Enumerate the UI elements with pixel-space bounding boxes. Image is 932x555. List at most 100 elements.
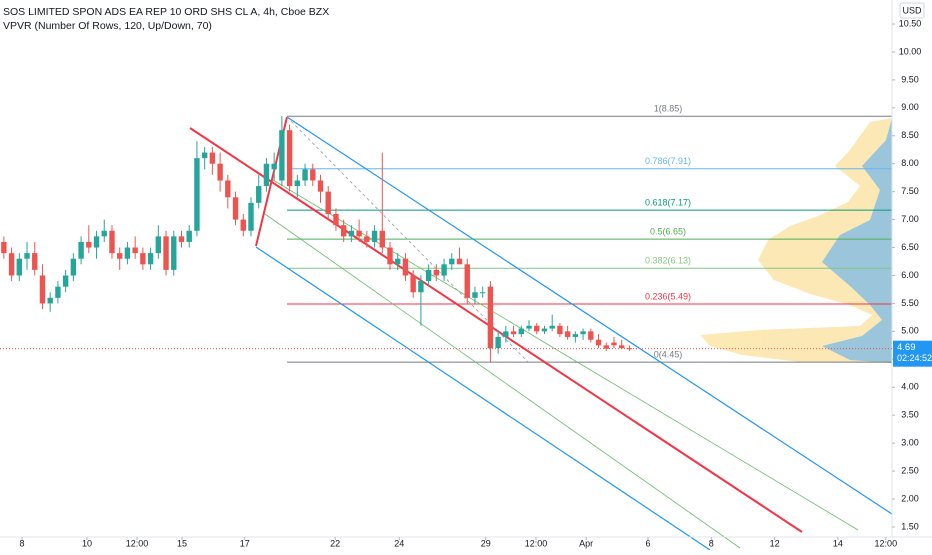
- x-tick-label: 6: [645, 538, 650, 548]
- candle-body: [340, 225, 347, 237]
- y-tick-label: 2.50: [901, 465, 919, 475]
- candles: [1, 116, 633, 363]
- candle-body: [456, 258, 463, 265]
- candle-body: [117, 253, 123, 259]
- y-tick-label: 7.00: [901, 214, 919, 224]
- y-tick-label: 4.00: [901, 382, 919, 392]
- x-tick-label: 12:00: [525, 538, 548, 548]
- pitchfork-upper: [286, 116, 893, 515]
- candle-body: [541, 328, 548, 332]
- y-tick-label: 10.00: [899, 46, 922, 56]
- fib-label: 0.5(6.65): [650, 227, 686, 237]
- y-tick-label: 10.50: [899, 18, 922, 28]
- candle-body: [263, 163, 270, 187]
- candle-body: [503, 331, 509, 337]
- y-tick-label: 1.50: [901, 521, 919, 531]
- y-tick-label: 8.00: [901, 158, 919, 168]
- candle-body: [379, 230, 385, 248]
- candle-body: [356, 230, 362, 237]
- countdown-label: 02:24:52: [897, 353, 932, 363]
- x-tick-label: 22: [330, 538, 340, 548]
- candle-body: [47, 297, 53, 304]
- candle-body: [425, 269, 432, 282]
- fib-label: 0.618(7.17): [645, 197, 691, 207]
- candle-body: [464, 264, 470, 298]
- candle-body: [78, 241, 84, 259]
- candle-body: [526, 325, 532, 329]
- candle-body: [248, 202, 254, 231]
- candle-body: [387, 247, 393, 265]
- candle-body: [132, 247, 138, 254]
- candle-body: [371, 230, 378, 242]
- candle-body: [572, 334, 579, 337]
- volume-profile-up: [700, 118, 892, 363]
- candle-body: [317, 180, 324, 192]
- candle-body: [93, 236, 100, 248]
- candle-body: [62, 275, 69, 287]
- candle-body: [271, 163, 277, 170]
- y-tick-label: 9.50: [901, 74, 919, 84]
- candle-body: [449, 258, 455, 265]
- pitchfork-lower: [255, 246, 711, 551]
- candle-body: [124, 247, 131, 259]
- candle-body: [240, 219, 246, 231]
- x-tick-label: 17: [240, 538, 250, 548]
- candle-body: [618, 345, 625, 349]
- candle-body: [147, 253, 154, 265]
- x-tick-label: 12:00: [126, 538, 149, 548]
- candle-body: [549, 325, 555, 329]
- candle-body: [178, 236, 185, 242]
- candle-body: [86, 241, 92, 248]
- pitchfork-median: [189, 127, 803, 533]
- candle-body: [109, 230, 115, 254]
- candle-body: [163, 236, 169, 270]
- candle-body: [16, 258, 23, 276]
- fib-label: 0.382(6.13): [645, 256, 691, 266]
- x-tick-label: 8: [709, 538, 714, 548]
- candle-body: [626, 348, 633, 350]
- candle-body: [588, 331, 594, 340]
- fib-label: 0.236(5.49): [645, 291, 691, 301]
- candle-body: [171, 236, 177, 270]
- y-tick-label: 9.00: [901, 102, 919, 112]
- candle-body: [557, 325, 563, 335]
- y-tick-label: 3.50: [901, 410, 919, 420]
- x-tick-label: Apr: [579, 538, 593, 548]
- candle-body: [24, 253, 30, 259]
- candle-body: [155, 236, 162, 254]
- candle-body: [279, 130, 285, 181]
- candle-body: [194, 158, 200, 231]
- candle-body: [510, 331, 517, 335]
- chart-title: SOS LIMITED SPON ADS EA REP 10 ORD SHS C…: [3, 6, 329, 18]
- y-tick-label: 2.00: [901, 493, 919, 503]
- candle-body: [402, 258, 409, 276]
- y-tick-label: 8.50: [901, 130, 919, 140]
- y-tick-label: 7.50: [901, 186, 919, 196]
- candle-body: [611, 342, 617, 346]
- last-price-tag: [893, 340, 932, 367]
- fib-retracement: 1(8.85) 0.786(7.91) 0.618(7.17) 0.5(6.65) 0.…: [287, 104, 892, 363]
- candle-body: [333, 214, 339, 226]
- price-axis: [892, 0, 932, 550]
- candle-body: [580, 331, 586, 335]
- fib-label: 0.786(7.91): [645, 156, 691, 166]
- candle-body: [595, 339, 602, 346]
- candle-body: [225, 180, 231, 198]
- candle-body: [364, 236, 370, 242]
- candle-body: [217, 163, 223, 181]
- currency: USD: [902, 5, 922, 15]
- pitchfork: [189, 116, 893, 551]
- x-tick-label: 12:00: [875, 538, 898, 548]
- candle-body: [564, 331, 571, 337]
- x-tick-label: 8: [20, 538, 25, 548]
- x-tick-label: 12: [770, 538, 780, 548]
- candle-body: [140, 253, 146, 265]
- indicator-label: VPVR (Number Of Rows, 120, Up/Down, 70): [3, 20, 212, 32]
- candle-body: [186, 230, 192, 242]
- axes: 1.502.002.503.003.504.004.505.005.506.00…: [0, 18, 932, 548]
- candle-body: [294, 180, 301, 187]
- candle-body: [325, 191, 331, 215]
- candle-body: [302, 169, 308, 181]
- candle-body: [495, 336, 501, 349]
